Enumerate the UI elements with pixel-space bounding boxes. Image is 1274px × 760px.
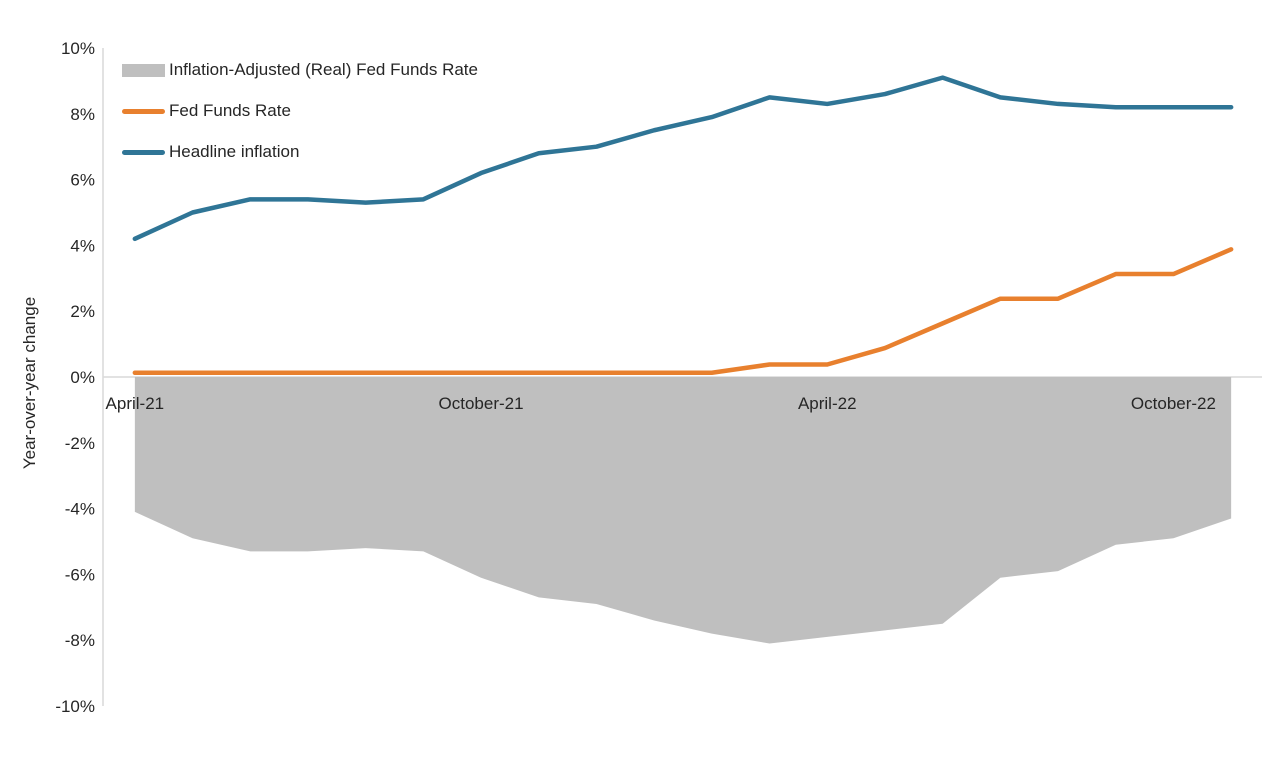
y-tick-label: 0% (70, 368, 95, 387)
x-tick-label: October-22 (1131, 394, 1216, 413)
y-axis-title: Year-over-year change (20, 296, 39, 470)
y-tick-label: -8% (65, 631, 95, 650)
real-fed-funds-swatch-icon (122, 63, 165, 77)
y-tick-label: 6% (70, 171, 95, 190)
x-tick-label: April-22 (798, 394, 857, 413)
y-tick-label: 2% (70, 302, 95, 321)
legend-label-headline-inflation: Headline inflation (169, 142, 300, 161)
legend-label-real-fed-funds: Inflation-Adjusted (Real) Fed Funds Rate (169, 60, 478, 79)
y-tick-label: 8% (70, 105, 95, 124)
legend-label-fed-funds: Fed Funds Rate (169, 101, 291, 120)
y-tick-label: 10% (61, 39, 95, 58)
y-tick-label: -6% (65, 565, 95, 584)
legend: Inflation-Adjusted (Real) Fed Funds Rate… (122, 56, 478, 179)
y-tick-label: -10% (55, 697, 95, 716)
fed-funds-line (132, 247, 1234, 375)
x-tick-label: October-21 (439, 394, 524, 413)
headline-inflation-swatch-icon (122, 149, 165, 155)
real-fed-funds-area (134, 377, 1232, 644)
legend-item-fed-funds: Fed Funds Rate (122, 97, 478, 125)
legend-item-real-fed-funds: Inflation-Adjusted (Real) Fed Funds Rate (122, 56, 478, 84)
x-tick-label: April-21 (106, 394, 165, 413)
y-tick-label: 4% (70, 236, 95, 255)
y-tick-label: -4% (65, 500, 95, 519)
fed-funds-swatch-icon (122, 108, 165, 114)
y-tick-label: -2% (65, 434, 95, 453)
legend-item-headline-inflation: Headline inflation (122, 138, 478, 166)
headline-inflation-line (132, 75, 1234, 242)
